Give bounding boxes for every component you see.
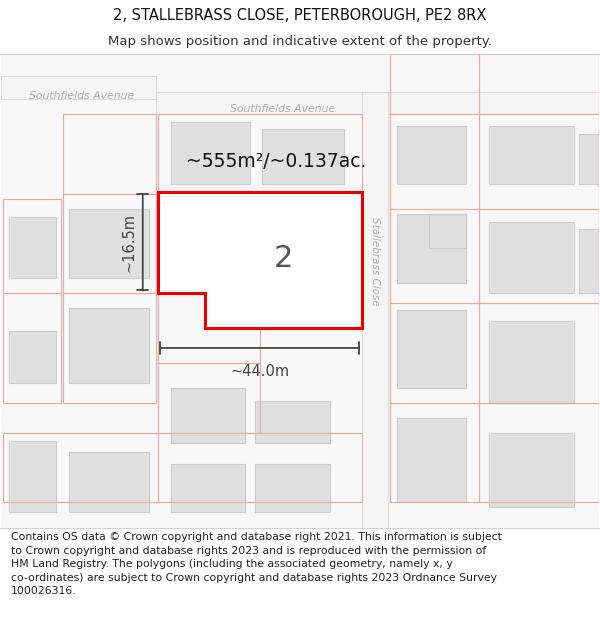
Bar: [489, 126, 574, 184]
Bar: [489, 432, 574, 508]
Bar: [10, 331, 56, 383]
Bar: [170, 388, 245, 442]
Bar: [69, 452, 149, 512]
Text: ~44.0m: ~44.0m: [230, 364, 289, 379]
Bar: [10, 217, 56, 278]
Bar: [489, 222, 574, 293]
Bar: [69, 308, 149, 383]
Bar: [578, 229, 599, 293]
Polygon shape: [362, 92, 388, 528]
Bar: [255, 401, 330, 442]
Text: Southfields Avenue: Southfields Avenue: [29, 91, 134, 101]
Bar: [397, 418, 466, 502]
Text: Stallebrass Close: Stallebrass Close: [370, 217, 380, 306]
Bar: [397, 126, 466, 184]
Text: Contains OS data © Crown copyright and database right 2021. This information is : Contains OS data © Crown copyright and d…: [11, 532, 502, 596]
Text: 2, STALLEBRASS CLOSE, PETERBOROUGH, PE2 8RX: 2, STALLEBRASS CLOSE, PETERBOROUGH, PE2 …: [113, 8, 487, 22]
Bar: [255, 464, 330, 512]
Polygon shape: [155, 92, 599, 114]
Bar: [10, 441, 56, 512]
Bar: [489, 321, 574, 402]
Text: Southfields Avenue: Southfields Avenue: [230, 104, 335, 114]
Text: ~555m²/~0.137ac.: ~555m²/~0.137ac.: [185, 152, 366, 171]
Bar: [430, 214, 466, 249]
Text: 2: 2: [274, 244, 293, 273]
Polygon shape: [158, 192, 362, 328]
Text: Map shows position and indicative extent of the property.: Map shows position and indicative extent…: [108, 35, 492, 48]
Polygon shape: [1, 76, 155, 99]
Bar: [397, 214, 466, 283]
Bar: [170, 464, 245, 512]
Bar: [578, 134, 599, 184]
Bar: [69, 209, 149, 278]
Bar: [262, 129, 344, 184]
Bar: [397, 310, 466, 388]
Text: ~16.5m: ~16.5m: [122, 213, 137, 272]
Bar: [170, 122, 250, 184]
